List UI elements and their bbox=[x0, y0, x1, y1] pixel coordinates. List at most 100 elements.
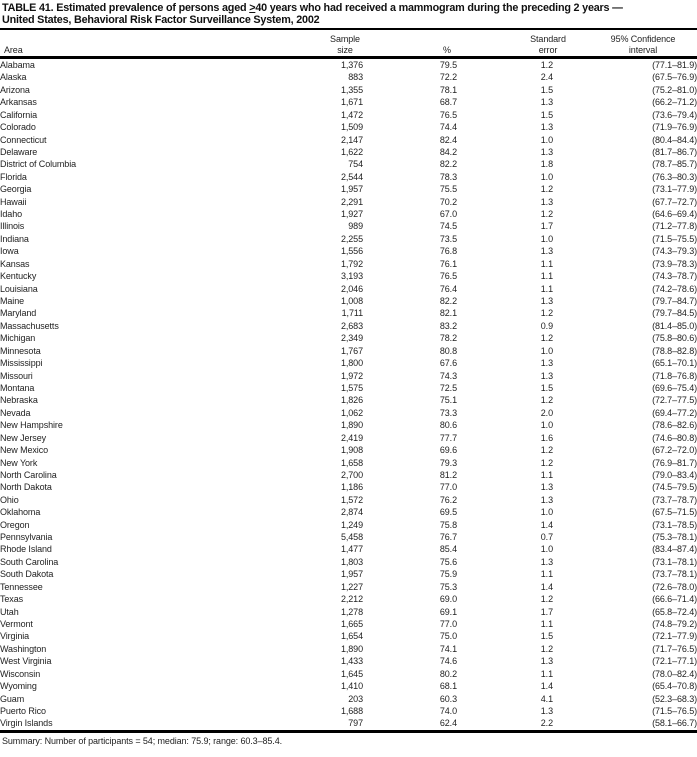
table-body: Alabama 1,376 79.5 1.2 (77.1–81.9) Alaska 883 7… bbox=[0, 59, 697, 731]
table-title-line1: TABLE 41. Estimated prevalence of person… bbox=[2, 2, 697, 15]
cell-standard-error: 1.2 bbox=[540, 308, 553, 319]
cell-area: Arizona bbox=[0, 84, 30, 95]
cell-standard-error: 1.0 bbox=[540, 544, 553, 555]
prevalence-table: Alabama 1,376 79.5 1.2 (77.1–81.9) Alaska 883 7… bbox=[0, 59, 697, 733]
cell-standard-error: 1.2 bbox=[540, 457, 553, 468]
cell-confidence-interval: (78.0–82.4) bbox=[652, 668, 697, 679]
greater-equal-symbol: > bbox=[249, 2, 256, 14]
cell-standard-error: 1.6 bbox=[540, 432, 553, 443]
cell-percent: 74.0 bbox=[439, 705, 457, 716]
cell-standard-error: 1.2 bbox=[540, 209, 553, 220]
table-row: Missouri 1,972 74.3 1.3 (71.8–76.8) bbox=[0, 370, 697, 382]
cell-standard-error: 1.4 bbox=[540, 581, 553, 592]
cell-confidence-interval: (76.3–80.3) bbox=[652, 171, 697, 182]
cell-percent: 82.4 bbox=[439, 134, 457, 145]
cell-confidence-interval: (75.8–80.6) bbox=[652, 333, 697, 344]
cell-area: Vermont bbox=[0, 618, 33, 629]
cell-standard-error: 1.1 bbox=[540, 258, 553, 269]
cell-area: Colorado bbox=[0, 122, 36, 133]
cell-percent: 81.2 bbox=[439, 469, 457, 480]
cell-sample-size: 203 bbox=[348, 693, 363, 704]
cell-sample-size: 1,800 bbox=[340, 358, 363, 369]
table-row: New York 1,658 79.3 1.2 (76.9–81.7) bbox=[0, 457, 697, 469]
table-row: Virgin Islands 797 62.4 2.2 (58.1–66.7) bbox=[0, 717, 697, 731]
cell-area: Pennsylvania bbox=[0, 532, 53, 543]
cell-percent: 74.5 bbox=[439, 221, 457, 232]
cell-confidence-interval: (81.4–85.0) bbox=[652, 320, 697, 331]
table-row: Wisconsin 1,645 80.2 1.1 (78.0–82.4) bbox=[0, 668, 697, 680]
cell-sample-size: 1,957 bbox=[340, 569, 363, 580]
table-row: Illinois 989 74.5 1.7 (71.2–77.8) bbox=[0, 220, 697, 232]
cell-percent: 80.8 bbox=[439, 345, 457, 356]
cell-percent: 82.2 bbox=[439, 296, 457, 307]
cell-percent: 74.3 bbox=[439, 370, 457, 381]
cell-sample-size: 1,658 bbox=[340, 457, 363, 468]
cell-percent: 72.5 bbox=[439, 382, 457, 393]
cell-standard-error: 2.0 bbox=[540, 407, 553, 418]
cell-percent: 75.0 bbox=[439, 631, 457, 642]
cell-area: Illinois bbox=[0, 221, 25, 232]
cell-standard-error: 1.1 bbox=[540, 283, 553, 294]
cell-area: Tennessee bbox=[0, 581, 43, 592]
table-row: Michigan 2,349 78.2 1.2 (75.8–80.6) bbox=[0, 332, 697, 344]
cell-sample-size: 883 bbox=[348, 72, 363, 83]
cell-percent: 74.6 bbox=[439, 656, 457, 667]
cell-percent: 73.5 bbox=[439, 233, 457, 244]
cell-percent: 85.4 bbox=[439, 544, 457, 555]
cell-percent: 69.5 bbox=[439, 507, 457, 518]
cell-sample-size: 754 bbox=[348, 159, 363, 170]
cell-area: New Mexico bbox=[0, 445, 49, 456]
table-row: Utah 1,278 69.1 1.7 (65.8–72.4) bbox=[0, 606, 697, 618]
cell-area: District of Columbia bbox=[0, 159, 77, 170]
table-row: Washington 1,890 74.1 1.2 (71.7–76.5) bbox=[0, 643, 697, 655]
cell-area: Texas bbox=[0, 594, 24, 605]
cell-sample-size: 1,509 bbox=[340, 122, 363, 133]
cell-standard-error: 1.0 bbox=[540, 233, 553, 244]
table-row: Virginia 1,654 75.0 1.5 (72.1–77.9) bbox=[0, 630, 697, 642]
cell-sample-size: 3,193 bbox=[340, 271, 363, 282]
cell-standard-error: 0.7 bbox=[540, 532, 553, 543]
cell-percent: 80.6 bbox=[439, 420, 457, 431]
col-header-se-line2: error bbox=[538, 44, 558, 55]
cell-standard-error: 1.0 bbox=[540, 507, 553, 518]
cell-standard-error: 1.1 bbox=[540, 469, 553, 480]
cell-sample-size: 1,572 bbox=[340, 494, 363, 505]
table-row: Kansas 1,792 76.1 1.1 (73.9–78.3) bbox=[0, 258, 697, 270]
cell-standard-error: 1.3 bbox=[540, 296, 553, 307]
cell-percent: 67.0 bbox=[439, 209, 457, 220]
cell-confidence-interval: (79.7–84.7) bbox=[652, 296, 697, 307]
cell-sample-size: 2,683 bbox=[340, 320, 363, 331]
col-header-standard-error: Standard error bbox=[530, 34, 566, 55]
cell-area: Florida bbox=[0, 171, 27, 182]
cell-percent: 78.2 bbox=[439, 333, 457, 344]
table-row: California 1,472 76.5 1.5 (73.6–79.4) bbox=[0, 109, 697, 121]
table-row: Iowa 1,556 76.8 1.3 (74.3–79.3) bbox=[0, 245, 697, 257]
cell-standard-error: 1.2 bbox=[540, 594, 553, 605]
cell-sample-size: 1,472 bbox=[340, 109, 363, 120]
cell-percent: 69.1 bbox=[439, 606, 457, 617]
cell-percent: 74.1 bbox=[439, 643, 457, 654]
table-row: Louisiana 2,046 76.4 1.1 (74.2–78.6) bbox=[0, 283, 697, 295]
cell-standard-error: 1.2 bbox=[540, 643, 553, 654]
cell-percent: 74.4 bbox=[439, 122, 457, 133]
cell-percent: 78.3 bbox=[439, 171, 457, 182]
cell-confidence-interval: (72.1–77.9) bbox=[652, 631, 697, 642]
cell-area: South Carolina bbox=[0, 556, 59, 567]
table-row: Delaware 1,622 84.2 1.3 (81.7–86.7) bbox=[0, 146, 697, 158]
cell-standard-error: 1.1 bbox=[540, 618, 553, 629]
cell-area: Nebraska bbox=[0, 395, 38, 406]
table-row: Hawaii 2,291 70.2 1.3 (67.7–72.7) bbox=[0, 196, 697, 208]
table-row: Vermont 1,665 77.0 1.1 (74.8–79.2) bbox=[0, 618, 697, 630]
cell-percent: 70.2 bbox=[439, 196, 457, 207]
cell-standard-error: 1.2 bbox=[540, 395, 553, 406]
cell-sample-size: 2,046 bbox=[340, 283, 363, 294]
table-row: Montana 1,575 72.5 1.5 (69.6–75.4) bbox=[0, 382, 697, 394]
cell-percent: 80.2 bbox=[439, 668, 457, 679]
table-row: Alaska 883 72.2 2.4 (67.5–76.9) bbox=[0, 71, 697, 83]
cell-confidence-interval: (71.8–76.8) bbox=[652, 370, 697, 381]
cell-sample-size: 1,433 bbox=[340, 656, 363, 667]
table-title-line2: United States, Behavioral Risk Factor Su… bbox=[2, 13, 320, 26]
cell-confidence-interval: (74.3–78.7) bbox=[652, 271, 697, 282]
cell-sample-size: 1,711 bbox=[341, 308, 363, 319]
